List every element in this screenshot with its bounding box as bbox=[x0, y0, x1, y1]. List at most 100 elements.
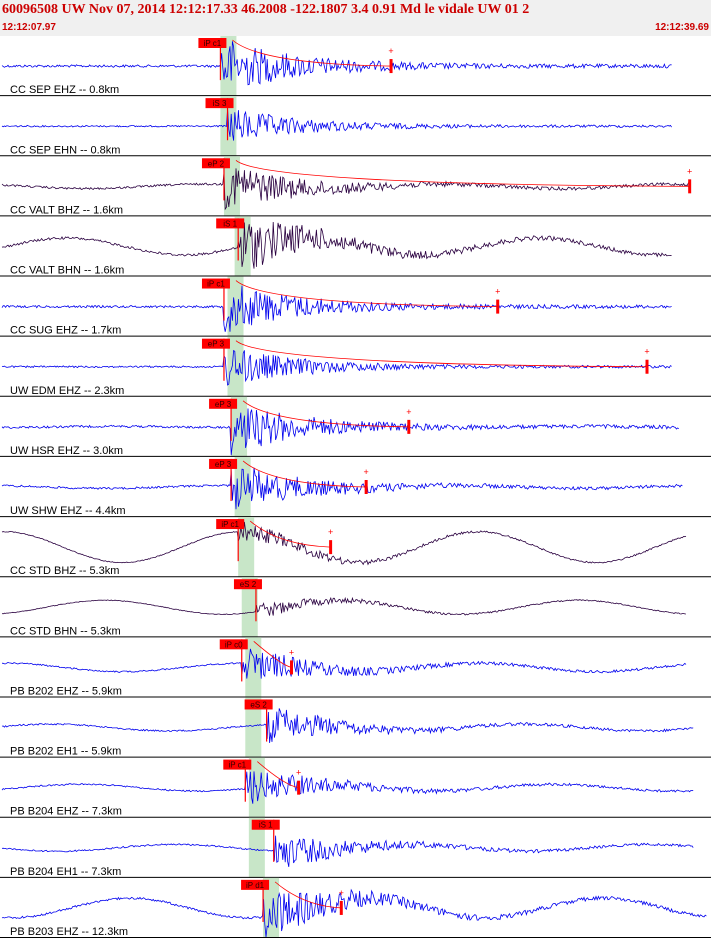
pick-label: iP c0 bbox=[225, 640, 243, 649]
pick-label: iP c1 bbox=[204, 39, 222, 48]
pick-tag bbox=[233, 579, 262, 590]
station-label: PB B202 EH1 -- 5.9km bbox=[10, 746, 121, 758]
duration-plus: + bbox=[644, 347, 649, 357]
trace-row: iS 1 PB B204 EH1 -- 7.3km bbox=[0, 817, 711, 878]
duration-marker bbox=[339, 900, 343, 915]
duration-marker bbox=[496, 299, 500, 314]
waveform-line bbox=[1, 521, 687, 566]
trace-row: eP 2 + CC VALT BHZ -- 1.6km bbox=[0, 156, 711, 217]
duration-plus: + bbox=[328, 527, 333, 537]
waveform-line bbox=[1, 596, 687, 616]
station-label: CC STD BHZ -- 5.3km bbox=[10, 565, 119, 577]
pick-tag bbox=[244, 699, 273, 710]
event-title: 60096508 UW Nov 07, 2014 12:12:17.33 46.… bbox=[2, 2, 530, 17]
trace-row: iP c1 + CC SUG EHZ -- 1.7km bbox=[0, 276, 711, 337]
analysis-window bbox=[248, 817, 265, 878]
trace-row: iP c0 + PB B202 EHZ -- 5.9km bbox=[0, 637, 711, 698]
duration-plus: + bbox=[687, 166, 692, 176]
coda-curve bbox=[235, 340, 648, 368]
duration-marker bbox=[407, 419, 411, 434]
coda-curve bbox=[274, 881, 342, 909]
duration-marker bbox=[364, 480, 368, 494]
pick-label: eS 2 bbox=[250, 700, 267, 709]
pick-label: eP 3 bbox=[208, 340, 225, 349]
coda-curve bbox=[242, 460, 367, 488]
pick-tag bbox=[241, 879, 270, 890]
pick-tag bbox=[201, 158, 230, 169]
pick-tag bbox=[205, 98, 234, 109]
pick-label: eS 2 bbox=[240, 580, 257, 589]
duration-marker bbox=[645, 359, 649, 374]
station-label: CC SUG EHZ -- 1.7km bbox=[10, 325, 121, 337]
trace-row: iP c1 + CC SEP EHZ -- 0.8km bbox=[0, 36, 711, 97]
pick-label: iP c1 bbox=[228, 761, 246, 770]
pick-label: iS 1 bbox=[223, 219, 237, 228]
duration-marker bbox=[297, 780, 301, 795]
trace-row: eP 3 + UW EDM EHZ -- 2.3km bbox=[0, 336, 711, 397]
waveform-line bbox=[1, 285, 672, 332]
station-label: PB B203 EHZ -- 12.3km bbox=[10, 926, 128, 938]
duration-plus: + bbox=[364, 467, 369, 477]
waveform-line bbox=[1, 41, 672, 86]
coda-curve bbox=[242, 400, 409, 428]
analysis-window bbox=[245, 637, 262, 698]
waveform-line bbox=[1, 408, 680, 456]
duration-marker bbox=[290, 660, 294, 675]
duration-plus: + bbox=[388, 46, 393, 56]
coda-curve bbox=[249, 520, 331, 548]
coda-curve bbox=[232, 39, 392, 67]
trace-row: eS 2 CC STD BHN -- 5.3km bbox=[0, 577, 711, 638]
analysis-window bbox=[227, 276, 244, 337]
waveform-line bbox=[1, 221, 672, 269]
waveform-line bbox=[1, 708, 694, 743]
duration-plus: + bbox=[495, 287, 500, 297]
duration-marker bbox=[329, 540, 333, 555]
pick-tag bbox=[201, 338, 230, 349]
pick-tag bbox=[209, 398, 238, 409]
station-label: CC SEP EHN -- 0.8km bbox=[10, 144, 120, 156]
coda-curve bbox=[253, 641, 292, 668]
end-time-label: 12:12:39.69 bbox=[655, 22, 709, 33]
trace-row: eP 3 + UW HSR EHZ -- 3.0km bbox=[0, 396, 711, 457]
duration-marker bbox=[389, 59, 393, 74]
analysis-window bbox=[234, 456, 251, 518]
station-label: CC VALT BHZ -- 1.6km bbox=[10, 204, 123, 216]
waveform-line bbox=[1, 888, 707, 937]
station-label: PB B202 EHZ -- 5.9km bbox=[10, 685, 122, 697]
station-label: UW SHW EHZ -- 4.4km bbox=[10, 505, 126, 517]
duration-plus: + bbox=[296, 768, 301, 778]
duration-plus: + bbox=[339, 888, 344, 898]
station-label: CC STD BHN -- 5.3km bbox=[10, 625, 121, 637]
pick-label: iP d1 bbox=[246, 881, 265, 890]
trace-row: iP c1 + PB B204 EHZ -- 7.3km bbox=[0, 757, 711, 818]
duration-plus: + bbox=[406, 407, 411, 417]
station-label: PB B204 EHZ -- 7.3km bbox=[10, 806, 122, 818]
station-label: CC SEP EHZ -- 0.8km bbox=[10, 84, 119, 96]
coda-curve bbox=[235, 280, 498, 307]
trace-row: iP c1 + CC STD BHZ -- 5.3km bbox=[0, 517, 711, 578]
pick-label: iS 3 bbox=[213, 99, 227, 108]
trace-row: eP 3 + UW SHW EHZ -- 4.4km bbox=[0, 456, 711, 518]
station-label: UW HSR EHZ -- 3.0km bbox=[10, 445, 123, 457]
pick-label: eP 3 bbox=[215, 460, 232, 469]
waveform-line bbox=[1, 168, 690, 211]
station-label: UW EDM EHZ -- 2.3km bbox=[10, 385, 124, 397]
pick-tag bbox=[216, 218, 245, 229]
trace-row: iS 1 CC VALT BHN -- 1.6km bbox=[0, 216, 711, 277]
analysis-window bbox=[241, 577, 258, 638]
pick-label: iS 1 bbox=[259, 821, 273, 830]
station-label: CC VALT BHN -- 1.6km bbox=[10, 265, 124, 277]
trace-row: iP d1 + PB B203 EHZ -- 12.3km bbox=[0, 877, 711, 938]
analysis-window bbox=[263, 877, 280, 938]
pick-label: iP c1 bbox=[221, 520, 239, 529]
duration-marker bbox=[688, 179, 692, 194]
event-header: 60096508 UW Nov 07, 2014 12:12:17.33 46.… bbox=[0, 0, 711, 36]
pick-label: eP 3 bbox=[215, 400, 232, 409]
pick-tag bbox=[216, 519, 245, 530]
pick-tag bbox=[201, 278, 230, 289]
waveform-line bbox=[1, 467, 683, 510]
pick-tag bbox=[251, 819, 280, 830]
trace-row: iS 3 CC SEP EHN -- 0.8km bbox=[0, 96, 711, 157]
waveform-line bbox=[1, 108, 672, 141]
station-label: PB B204 EH1 -- 7.3km bbox=[10, 866, 121, 878]
